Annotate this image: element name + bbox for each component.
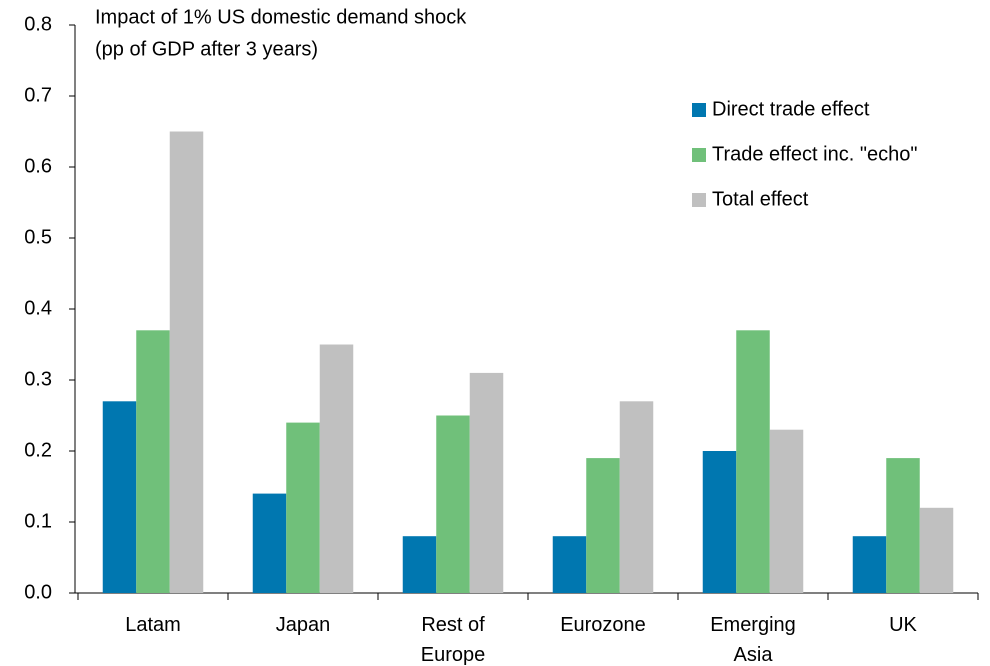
- legend-label: Total effect: [712, 188, 809, 210]
- x-tick-label: Emerging Asia: [710, 614, 796, 666]
- x-tick-label: Japan: [275, 614, 331, 636]
- y-tick-label: 0.0: [24, 581, 52, 603]
- chart-subtitle: (pp of GDP after 3 years): [95, 38, 318, 60]
- bar: [136, 330, 170, 593]
- bar: [552, 536, 587, 593]
- chart-title: Impact of 1% US domestic demand shock: [95, 6, 467, 28]
- bar: [586, 458, 620, 593]
- legend-swatch: [692, 193, 706, 207]
- legend-swatch: [692, 103, 706, 117]
- x-tick-label: UK: [889, 614, 917, 636]
- bar: [919, 507, 954, 593]
- bar: [852, 536, 887, 593]
- y-tick-label: 0.1: [24, 510, 52, 532]
- y-tick-label: 0.5: [24, 226, 52, 248]
- bar: [702, 451, 737, 593]
- bar: [286, 422, 320, 593]
- bar: [769, 429, 804, 593]
- bar: [402, 536, 437, 593]
- bar: [252, 493, 287, 593]
- y-tick-label: 0.7: [24, 84, 52, 106]
- y-tick-label: 0.4: [24, 297, 52, 319]
- bar: [469, 372, 504, 593]
- y-tick-label: 0.6: [24, 155, 52, 177]
- x-tick-label: Eurozone: [560, 614, 646, 636]
- bar: [886, 458, 920, 593]
- y-tick-label: 0.3: [24, 368, 52, 390]
- y-tick-label: 0.8: [24, 13, 52, 35]
- bar: [169, 131, 204, 593]
- bar: [736, 330, 770, 593]
- x-tick-label: Latam: [125, 614, 181, 636]
- x-tick-label: Rest of Europe: [420, 614, 486, 666]
- bar: [619, 401, 654, 593]
- bar: [102, 401, 137, 593]
- legend-swatch: [692, 148, 706, 162]
- bar: [319, 344, 354, 593]
- legend-label: Direct trade effect: [712, 98, 870, 120]
- bar: [436, 415, 470, 593]
- legend-label: Trade effect inc. "echo": [712, 143, 917, 165]
- y-tick-label: 0.2: [24, 439, 52, 461]
